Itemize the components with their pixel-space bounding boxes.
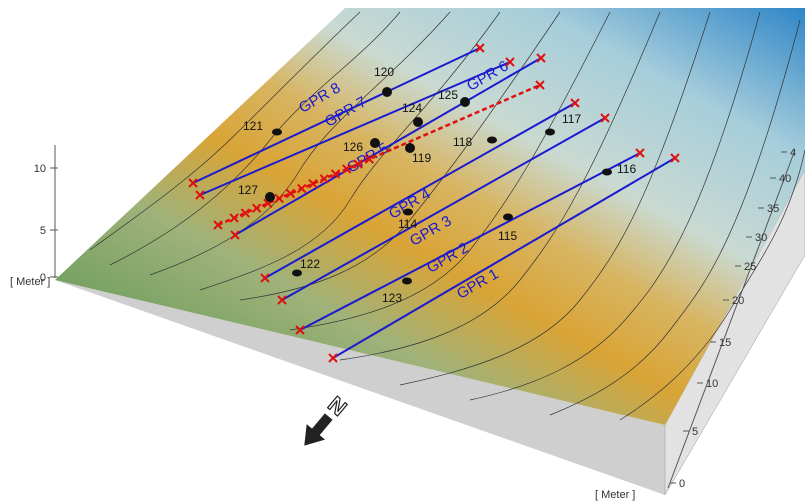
tick-label: 5: [40, 225, 46, 237]
survey-point: [413, 117, 423, 127]
point-label: 117: [562, 112, 581, 126]
survey-point: [545, 129, 555, 136]
tick-label: 40: [779, 173, 791, 185]
point-label: 126: [343, 140, 363, 154]
tick-label: 35: [767, 203, 779, 215]
point-label: 119: [412, 151, 431, 165]
survey-point: [503, 214, 513, 221]
survey-point: [460, 97, 470, 107]
survey-point: [370, 138, 380, 148]
right-axis-unit: [ Meter ]: [595, 489, 635, 501]
point-label: 121: [243, 119, 263, 133]
tick-label: 4: [790, 147, 796, 159]
tick-label: 25: [744, 261, 756, 273]
point-label: 120: [374, 65, 394, 79]
survey-point: [403, 209, 413, 216]
survey-point: [602, 169, 612, 176]
survey-point: [382, 87, 392, 97]
tick-label: 10: [34, 163, 46, 175]
tick-label: 30: [755, 232, 767, 244]
tick-label: 0: [40, 272, 46, 284]
north-arrow: N: [295, 389, 355, 453]
point-label: 115: [498, 229, 517, 243]
point-label: 116: [617, 162, 636, 176]
point-label: 118: [453, 135, 472, 149]
point-label: 114: [398, 217, 417, 231]
survey-point: [265, 192, 275, 202]
point-label: 124: [402, 101, 422, 115]
point-label: 125: [438, 88, 458, 102]
tick-label: 10: [706, 378, 718, 390]
tick-label: 0: [679, 478, 685, 490]
survey-point: [487, 137, 497, 144]
tick-label: 20: [732, 295, 744, 307]
point-label: 127: [238, 183, 258, 197]
terrain-map: [ Meter ] [ Meter ] N GPR 1GPR 2GPR 3GPR…: [0, 0, 805, 503]
point-label: 122: [300, 257, 320, 271]
tick-label: 15: [719, 337, 731, 349]
survey-point: [402, 278, 412, 285]
tick-label: 5: [692, 426, 698, 438]
point-label: 123: [382, 291, 402, 305]
survey-point: [272, 129, 282, 136]
